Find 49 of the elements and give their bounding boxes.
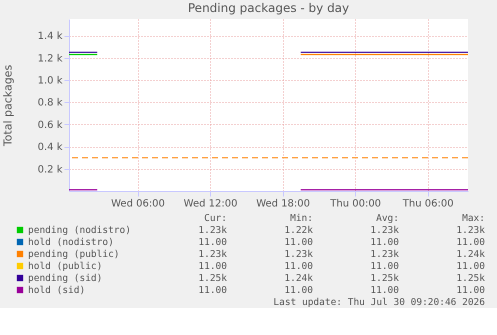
- text: Max:: [462, 213, 485, 224]
- x-tick-label: Wed 06:00: [111, 198, 165, 210]
- legend-label: hold (public): [28, 261, 102, 272]
- text: 1.23k: [284, 249, 314, 260]
- y-tick-label: 0.4 k: [38, 142, 63, 154]
- x-tick-label: Wed 12:00: [184, 198, 238, 210]
- text: 11.00: [370, 285, 400, 296]
- x-tick-label: Wed 18:00: [256, 198, 310, 210]
- y-axis-title: Total packages: [2, 64, 15, 148]
- y-tick-label: 0.8 k: [38, 98, 63, 109]
- text: 1.23k: [370, 249, 400, 260]
- text: 11.00: [198, 261, 228, 272]
- y-tick-label: 1.2 k: [38, 53, 63, 64]
- text: 11.00: [284, 285, 314, 296]
- text: 1.25k: [370, 273, 400, 284]
- x-tick-label: Thu 06:00: [402, 198, 454, 210]
- text: 1.24k: [284, 273, 314, 284]
- legend-label: hold (sid): [28, 285, 86, 296]
- text: 11.00: [284, 261, 314, 272]
- y-tick-label: 1.4 k: [38, 31, 63, 42]
- text: 11.00: [456, 261, 486, 272]
- text: 1.23k: [456, 225, 486, 236]
- chart-title: Pending packages - by day: [188, 1, 350, 15]
- text: 1.24k: [456, 249, 486, 260]
- text: 1.23k: [198, 249, 228, 260]
- text: Cur:: [204, 213, 227, 224]
- text: 11.00: [456, 285, 486, 296]
- legend-label: pending (nodistro): [28, 225, 131, 236]
- text: 11.00: [456, 237, 486, 248]
- text: Avg:: [376, 213, 399, 224]
- text: 1.25k: [198, 273, 228, 284]
- text: 1.25k: [456, 273, 486, 284]
- text: 1.23k: [370, 225, 400, 236]
- text: Last update: Thu Jul 30 09:20:46 2026: [273, 297, 486, 308]
- legend-label: pending (public): [28, 249, 120, 260]
- x-tick-label: Thu 00:00: [329, 198, 382, 210]
- text: 11.00: [284, 237, 314, 248]
- text: 11.00: [198, 285, 228, 296]
- legend-label: hold (nodistro): [28, 237, 114, 248]
- y-tick-label: 0.2 k: [38, 164, 63, 176]
- text: 1.23k: [198, 225, 228, 236]
- text: 11.00: [370, 261, 400, 272]
- text: Min:: [290, 213, 313, 224]
- y-tick-label: 0.6 k: [38, 120, 63, 131]
- text: 1.22k: [284, 225, 314, 236]
- text: 11.00: [198, 237, 228, 248]
- text: 11.00: [370, 237, 400, 248]
- legend-label: pending (sid): [28, 273, 102, 284]
- y-tick-label: 1.0 k: [38, 76, 63, 87]
